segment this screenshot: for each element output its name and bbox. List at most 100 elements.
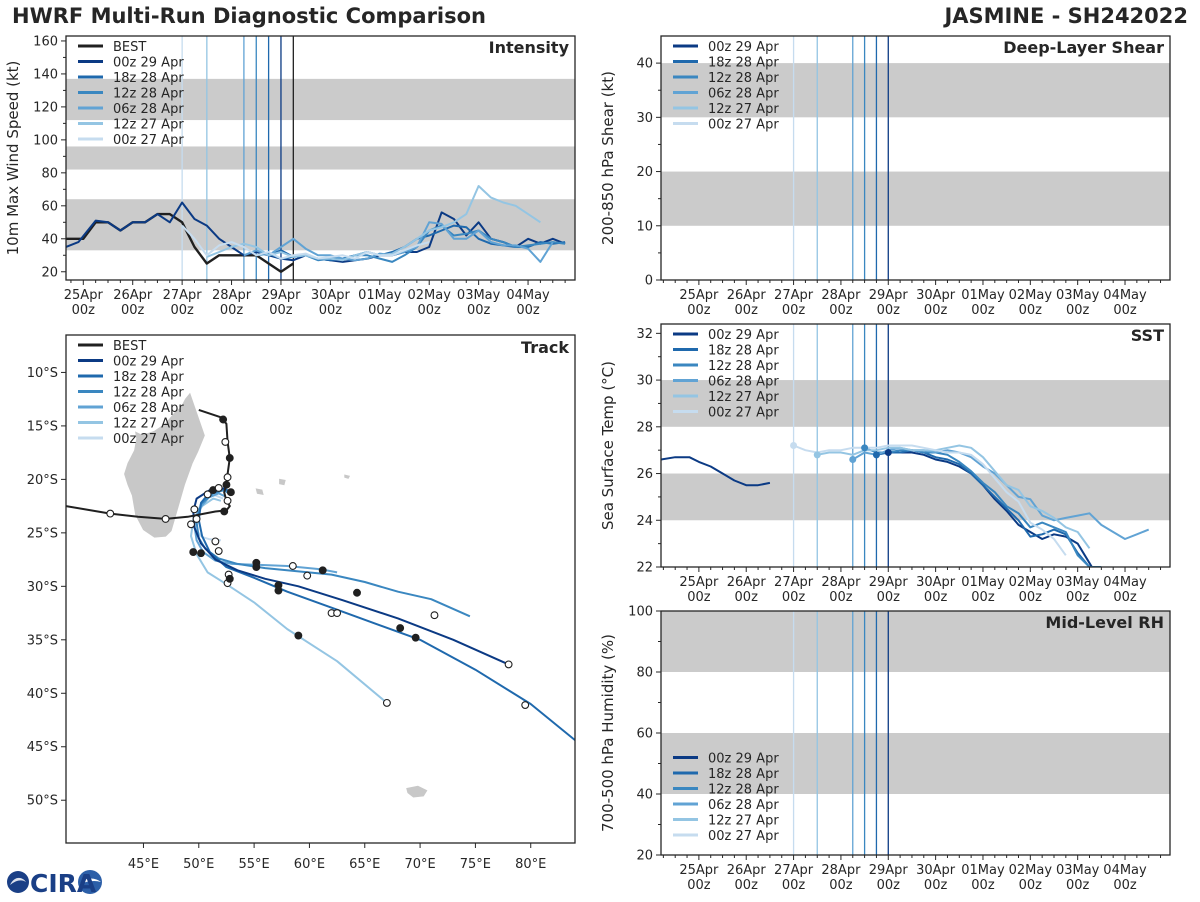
track-marker	[225, 574, 234, 583]
track-marker	[197, 549, 205, 558]
series-12z-28-apr-3	[864, 446, 1102, 567]
xtick-label-date: 29Apr	[869, 863, 909, 878]
ytick-label: 140	[33, 67, 58, 82]
track-marker	[411, 633, 420, 642]
panel-title-rh: Mid-Level RH	[1045, 613, 1164, 632]
band-1	[66, 146, 575, 170]
init-point-12z-28-apr	[861, 444, 869, 452]
track-12z-27-apr	[190, 497, 388, 704]
plot-area-intensity	[66, 36, 575, 280]
panel-rh: 2040608010025Apr00z26Apr00z27Apr00z28Apr…	[599, 605, 1171, 893]
track-marker	[288, 562, 297, 570]
legend-label-00z-27-apr: 00z 27 Apr	[708, 118, 779, 133]
xtick-label-hour: 00z	[735, 303, 759, 318]
lat-tick-label: 15°S	[27, 419, 58, 434]
lat-tick-label: 30°S	[27, 580, 58, 595]
xtick-label-date: 30Apr	[916, 288, 956, 303]
xtick-label-date: 02May	[1009, 575, 1053, 590]
storm-title: JASMINE - SH242022	[944, 4, 1188, 28]
land-mauritius	[279, 478, 286, 486]
xtick-label-hour: 00z	[1113, 590, 1137, 605]
series-best-0	[66, 212, 294, 273]
ylabel-sst: Sea Surface Temp (°C)	[599, 361, 617, 530]
legend-label-12z-27-apr: 12z 27 Apr	[708, 814, 779, 829]
legend-label-18z-28-apr: 18z 28 Apr	[708, 344, 779, 359]
lat-tick-label: 10°S	[27, 366, 58, 381]
legend-label-00z-27-apr: 00z 27 Apr	[113, 432, 184, 447]
ytick-label: 60	[41, 199, 58, 214]
lat-tick-label: 45°S	[27, 740, 58, 755]
xtick-label-hour: 00z	[1066, 303, 1090, 318]
xtick-label-hour: 00z	[170, 303, 194, 318]
xtick-label-date: 02May	[1009, 863, 1053, 878]
init-point-06z-28-apr	[849, 456, 857, 464]
xtick-label-date: 03May	[1056, 288, 1100, 303]
xtick-label-date: 28Apr	[821, 863, 861, 878]
lat-tick-label: 25°S	[27, 526, 58, 541]
track-marker	[192, 514, 201, 523]
xtick-label-date: 04May	[1103, 288, 1147, 303]
panel-intensity: 2040608010012014016025Apr00z26Apr00z27Ap…	[4, 34, 576, 318]
track-marker	[189, 548, 198, 557]
lat-tick-label: 50°S	[27, 794, 58, 809]
xtick-label-date: 26Apr	[727, 288, 767, 303]
legend-label-00z-27-apr: 00z 27 Apr	[708, 829, 779, 844]
xtick-label-date: 27Apr	[774, 863, 814, 878]
xtick-label-date: 01May	[961, 575, 1005, 590]
xtick-label-hour: 00z	[687, 590, 711, 605]
xtick-label-date: 27Apr	[774, 575, 814, 590]
track-marker	[219, 415, 228, 424]
ytick-label: 100	[628, 605, 653, 620]
ytick-label: 80	[636, 666, 653, 681]
legend-label-00z-29-apr: 00z 29 Apr	[708, 752, 779, 767]
xtick-label-hour: 00z	[1066, 878, 1090, 893]
track-marker	[222, 480, 231, 489]
ytick-label: 40	[636, 57, 653, 72]
xtick-label-hour: 00z	[877, 590, 901, 605]
xtick-label-hour: 00z	[687, 303, 711, 318]
band-1	[661, 611, 1170, 672]
band-0	[66, 199, 575, 251]
track-marker	[521, 701, 530, 709]
land-rodrigues	[344, 474, 351, 479]
xtick-label-hour: 00z	[924, 303, 948, 318]
xtick-label-hour: 00z	[121, 303, 145, 318]
panel-title-sst: SST	[1131, 326, 1164, 345]
xtick-label-hour: 00z	[877, 878, 901, 893]
track-marker	[214, 483, 223, 492]
ytick-label: 22	[636, 561, 653, 576]
ytick-label: 40	[636, 788, 653, 803]
xtick-label-hour: 00z	[269, 303, 293, 318]
xtick-label-hour: 00z	[924, 878, 948, 893]
init-point-00z-27-apr	[790, 442, 798, 449]
xtick-label-hour: 00z	[782, 590, 806, 605]
plot-area-sst	[661, 324, 1170, 567]
track-marker	[252, 563, 261, 572]
figure-title: HWRF Multi-Run Diagnostic Comparison	[12, 4, 487, 28]
lat-tick-label: 40°S	[27, 687, 58, 702]
track-00z-29-apr	[192, 486, 510, 666]
xtick-label-date: 25Apr	[64, 288, 104, 303]
series-00z-27-apr-6	[793, 444, 1067, 556]
init-point-18z-28-apr	[872, 451, 880, 459]
xtick-label-hour: 00z	[877, 303, 901, 318]
legend-label-18z-28-apr: 18z 28 Apr	[708, 56, 779, 71]
track-marker	[430, 611, 439, 620]
xtick-label-hour: 00z	[971, 590, 995, 605]
ytick-label: 60	[636, 727, 653, 742]
legend-label-12z-28-apr: 12z 28 Apr	[113, 87, 184, 102]
xtick-label-hour: 00z	[467, 303, 491, 318]
panel-title-intensity: Intensity	[489, 38, 570, 57]
series-12z-27-apr-5	[817, 444, 1091, 549]
xtick-label-hour: 00z	[1066, 590, 1090, 605]
xtick-label-hour: 00z	[971, 878, 995, 893]
band-2	[66, 78, 575, 121]
legend-label-06z-28-apr: 06z 28 Apr	[113, 102, 184, 117]
init-point-00z-29-apr	[884, 449, 892, 457]
xtick-label-hour: 00z	[1019, 303, 1043, 318]
legend-label-best: BEST	[113, 339, 146, 354]
